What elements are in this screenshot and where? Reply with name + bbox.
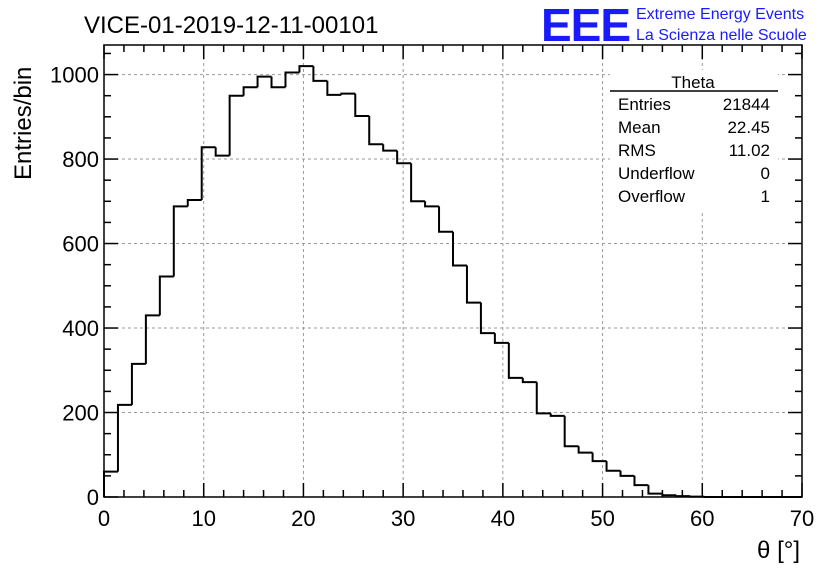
chart-title: VICE-01-2019-12-11-00101 [84, 12, 378, 39]
y-tick-labels: 0 200 400 600 800 1000 [50, 63, 99, 510]
histogram-bin-17 [340, 92, 356, 95]
stats-title: Theta [671, 73, 715, 92]
x-axis-label: θ [°] [757, 537, 800, 564]
histogram-bin-13 [284, 71, 300, 88]
histogram-bin-28 [493, 333, 509, 344]
x-tick-label-6: 60 [690, 506, 714, 531]
histogram-bin-35 [591, 452, 607, 463]
y-tick-label-1: 200 [62, 401, 99, 426]
histogram-bin-7 [200, 146, 216, 201]
stats-label-overflow: Overflow [618, 187, 686, 206]
histogram-bin-19 [368, 115, 384, 146]
x-tick-label-2: 20 [291, 506, 315, 531]
histogram-bin-33 [563, 415, 579, 448]
histogram-bin-9 [228, 94, 244, 156]
x-tick-label-3: 30 [391, 506, 415, 531]
histogram-bin-5 [172, 205, 188, 277]
histogram-bin-25 [452, 231, 467, 267]
histogram-bin-41 [675, 495, 691, 498]
histogram-bin-6 [186, 199, 202, 207]
histogram-bin-16 [326, 80, 342, 96]
histogram-bin-31 [535, 382, 551, 415]
y-tick-label-0: 0 [87, 485, 99, 510]
stats-value-underflow: 0 [761, 164, 770, 183]
histogram-bin-21 [396, 150, 412, 165]
eee-logo: EEE [541, 0, 630, 51]
histogram-bin-20 [382, 144, 398, 152]
histogram-bin-36 [605, 461, 621, 472]
histogram-bin-22 [410, 163, 426, 203]
logo-line-2: La Scienza nelle Scuole [636, 27, 807, 44]
histogram-bin-15 [312, 66, 328, 82]
y-tick-label-3: 600 [62, 232, 99, 257]
stats-label-underflow: Underflow [618, 164, 695, 183]
x-tick-label-7: 70 [790, 506, 814, 531]
x-tick-label-1: 10 [191, 506, 215, 531]
stats-value-rms: 11.02 [729, 141, 770, 160]
histogram-bin-39 [647, 485, 663, 495]
histogram-bin-34 [577, 446, 593, 454]
axes [103, 44, 803, 498]
x-tick-labels: 0 10 20 30 40 50 60 70 [98, 506, 814, 531]
histogram-bin-29 [507, 342, 523, 379]
histogram-bin-40 [661, 493, 677, 497]
x-tick-label-4: 40 [491, 506, 515, 531]
histogram-bin-23 [424, 201, 440, 208]
histogram-bin-3 [144, 314, 160, 364]
logo-line-1: Extreme Energy Events [636, 6, 804, 23]
y-tick-label-4: 800 [62, 147, 99, 172]
y-axis-label: Entries/bin [10, 67, 37, 180]
x-tick-label-0: 0 [98, 506, 110, 531]
histogram-bin-24 [438, 206, 453, 233]
stats-label-rms: RMS [618, 141, 656, 160]
stats-label-entries: Entries [618, 95, 671, 114]
plot-frame [103, 44, 803, 498]
histogram-bin-18 [354, 93, 370, 117]
x-tick-label-5: 50 [590, 506, 614, 531]
y-tick-label-2: 400 [62, 316, 99, 341]
histogram-bin-4 [158, 275, 174, 316]
histogram-bin-8 [214, 147, 230, 157]
stats-value-mean: 22.45 [727, 118, 770, 137]
histogram-series [103, 65, 802, 498]
histogram-bin-12 [270, 76, 286, 89]
stats-value-overflow: 1 [761, 187, 770, 206]
histogram-bin-10 [242, 86, 258, 96]
histogram-bin-37 [619, 470, 635, 477]
y-tick-label-5: 1000 [50, 63, 99, 88]
histogram-bin-26 [465, 265, 481, 304]
histogram-bin-1 [116, 403, 132, 472]
histogram-bin-27 [479, 302, 495, 335]
histogram-bin-14 [298, 65, 314, 73]
histogram-bin-11 [256, 75, 272, 88]
stats-value-entries: 21844 [723, 95, 770, 114]
histogram-bin-32 [549, 413, 565, 417]
stats-box: Theta Entries 21844 Mean 22.45 RMS 11.02… [610, 70, 778, 212]
histogram-bin-38 [633, 475, 649, 487]
histogram-bin-30 [521, 377, 537, 384]
stats-label-mean: Mean [618, 118, 661, 137]
histogram-bin-2 [130, 362, 146, 405]
